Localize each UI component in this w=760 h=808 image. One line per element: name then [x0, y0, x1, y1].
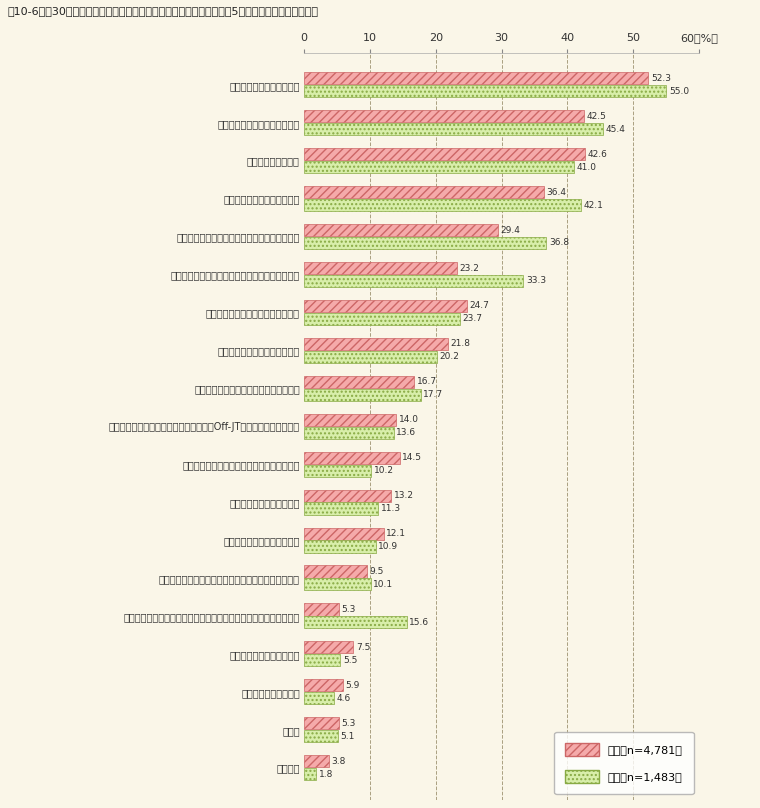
Bar: [304, 376, 414, 388]
Text: 41.0: 41.0: [577, 162, 597, 171]
Text: 23.2: 23.2: [460, 263, 480, 272]
Text: 24.7: 24.7: [470, 301, 489, 310]
Text: 36.4: 36.4: [546, 187, 566, 196]
Bar: [304, 579, 371, 591]
Text: 7.5: 7.5: [356, 643, 370, 652]
Text: 16.7: 16.7: [416, 377, 437, 386]
Text: 23.7: 23.7: [463, 314, 483, 323]
Bar: [304, 186, 543, 198]
Bar: [304, 237, 546, 249]
Text: 15.6: 15.6: [410, 618, 429, 627]
Text: 20.2: 20.2: [440, 352, 460, 361]
Bar: [304, 692, 334, 705]
Text: 5.3: 5.3: [341, 605, 356, 614]
Text: 45.4: 45.4: [606, 124, 625, 133]
Bar: [304, 755, 329, 768]
Bar: [304, 338, 448, 350]
Text: 42.1: 42.1: [584, 200, 603, 209]
Bar: [304, 351, 437, 363]
Text: 5.9: 5.9: [346, 681, 360, 690]
Text: 13.6: 13.6: [396, 428, 416, 437]
Bar: [304, 730, 337, 743]
Bar: [304, 72, 648, 84]
Text: 5.5: 5.5: [343, 656, 357, 665]
Text: 29.4: 29.4: [500, 225, 520, 234]
Bar: [304, 275, 524, 287]
Bar: [304, 465, 371, 477]
Text: 11.3: 11.3: [381, 504, 401, 513]
Text: 図10-6　【30代職員調査】自府省に今後更なる改善を期待すること（5つまで回答可）（男女別）: 図10-6 【30代職員調査】自府省に今後更なる改善を期待すること（5つまで回答…: [8, 6, 318, 16]
Text: 10.2: 10.2: [374, 466, 394, 475]
Text: 12.1: 12.1: [386, 529, 407, 538]
Bar: [304, 148, 584, 160]
Bar: [304, 528, 384, 540]
Bar: [304, 642, 353, 654]
Bar: [304, 427, 394, 439]
Text: 33.3: 33.3: [526, 276, 546, 285]
Bar: [304, 768, 316, 781]
Bar: [304, 161, 574, 173]
Text: 52.3: 52.3: [651, 74, 671, 82]
Text: 3.8: 3.8: [331, 757, 346, 766]
Bar: [304, 604, 339, 616]
Bar: [304, 503, 378, 515]
Bar: [304, 490, 391, 502]
Bar: [304, 300, 467, 312]
Bar: [304, 617, 407, 629]
Text: 21.8: 21.8: [450, 339, 470, 348]
Text: 36.8: 36.8: [549, 238, 569, 247]
Text: 1.8: 1.8: [318, 770, 333, 779]
Legend: 男性（n=4,781）, 女性（n=1,483）: 男性（n=4,781）, 女性（n=1,483）: [554, 732, 694, 794]
Text: 42.6: 42.6: [587, 149, 607, 158]
Bar: [304, 452, 400, 464]
Text: 17.7: 17.7: [423, 390, 443, 399]
Bar: [304, 224, 498, 236]
Text: 14.5: 14.5: [402, 453, 422, 462]
Text: 14.0: 14.0: [399, 415, 419, 424]
Bar: [304, 654, 340, 667]
Bar: [304, 123, 603, 135]
Bar: [304, 680, 343, 692]
Text: 10.9: 10.9: [378, 542, 398, 551]
Bar: [304, 313, 460, 325]
Bar: [304, 566, 366, 578]
Bar: [304, 85, 667, 97]
Bar: [304, 110, 584, 122]
Bar: [304, 199, 581, 211]
Text: 10.1: 10.1: [373, 580, 393, 589]
Bar: [304, 718, 339, 730]
Bar: [304, 541, 375, 553]
Text: 4.6: 4.6: [337, 694, 351, 703]
Text: 42.5: 42.5: [587, 112, 606, 120]
Bar: [304, 414, 396, 426]
Text: 9.5: 9.5: [369, 567, 384, 576]
Bar: [304, 389, 420, 401]
Bar: [304, 262, 457, 274]
Text: 13.2: 13.2: [394, 491, 413, 500]
Text: 5.3: 5.3: [341, 719, 356, 728]
Text: 55.0: 55.0: [669, 86, 689, 95]
Text: 5.1: 5.1: [340, 732, 355, 741]
